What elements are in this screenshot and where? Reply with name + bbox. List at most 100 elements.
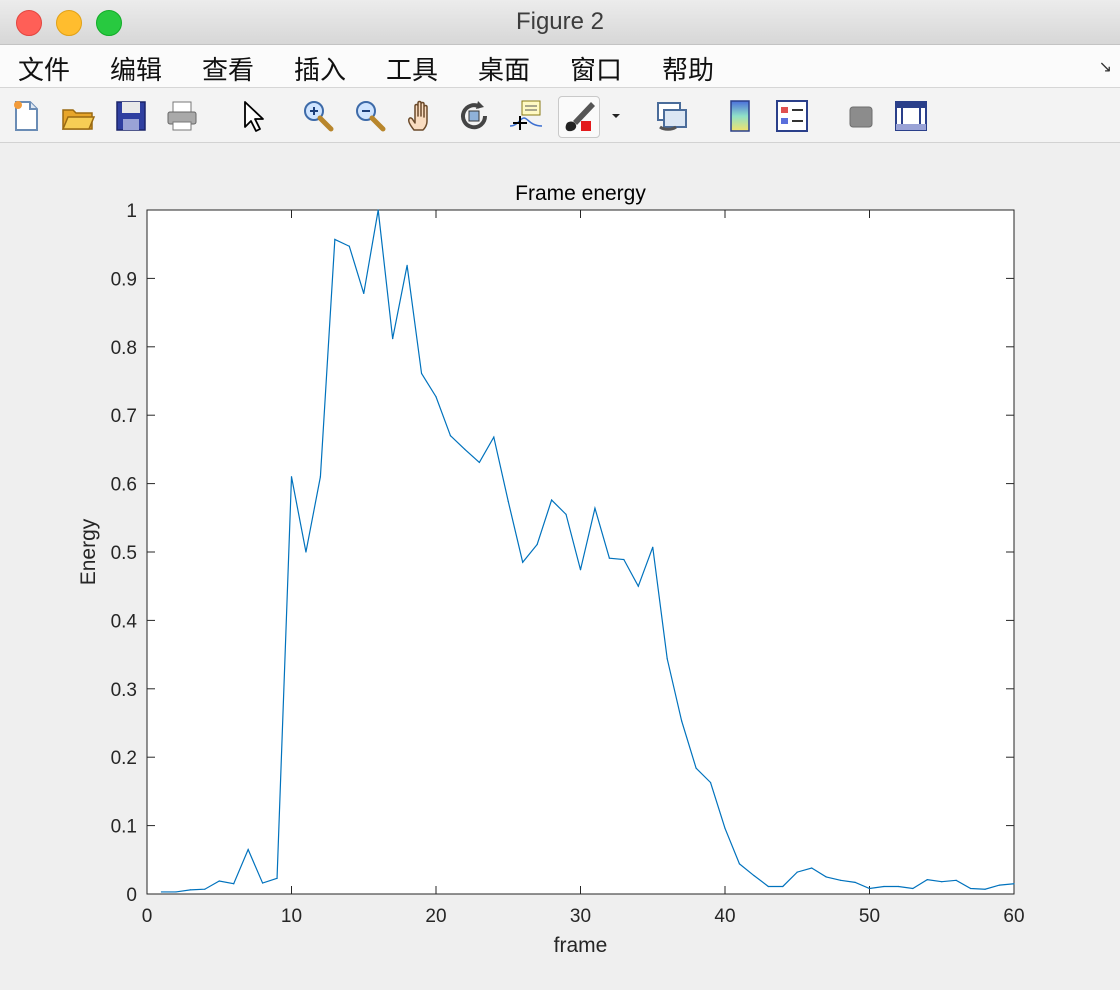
maximize-window-button[interactable] bbox=[96, 10, 122, 36]
series-line-energy bbox=[161, 209, 1015, 893]
data-point bbox=[709, 781, 712, 784]
colorbar-icon[interactable] bbox=[722, 98, 758, 134]
data-point bbox=[377, 209, 379, 211]
data-point bbox=[420, 372, 423, 375]
x-tick-label: 20 bbox=[425, 906, 446, 927]
data-point bbox=[276, 877, 278, 879]
data-point bbox=[738, 863, 741, 865]
plot-area bbox=[146, 209, 1015, 895]
data-point bbox=[681, 720, 683, 722]
data-point bbox=[796, 871, 798, 873]
data-point bbox=[536, 543, 538, 546]
brush-dropdown-arrow-icon[interactable] bbox=[608, 98, 624, 134]
title-bar[interactable]: Figure 2 bbox=[0, 0, 1120, 45]
data-point bbox=[623, 558, 625, 561]
data-cursor-icon[interactable] bbox=[508, 98, 544, 134]
data-point bbox=[262, 882, 264, 884]
data-point bbox=[189, 889, 191, 891]
data-point bbox=[897, 885, 900, 888]
menu-dock-arrow-icon[interactable]: ↘ bbox=[1098, 57, 1112, 76]
data-point bbox=[666, 658, 668, 660]
data-point bbox=[493, 436, 495, 438]
data-point bbox=[319, 476, 321, 478]
save-icon[interactable] bbox=[113, 98, 149, 134]
chart-title: Frame energy bbox=[515, 182, 646, 205]
y-tick-label: 0 bbox=[126, 885, 137, 906]
rotate-3d-icon[interactable] bbox=[456, 98, 492, 134]
brush-icon[interactable] bbox=[558, 96, 600, 138]
zoom-out-icon[interactable] bbox=[352, 98, 388, 134]
menu-bar: 文件 编辑 查看 插入 工具 桌面 窗口 帮助 ↘ bbox=[0, 45, 1120, 88]
x-tick-label: 0 bbox=[142, 906, 153, 927]
y-tick-label: 0.4 bbox=[111, 611, 138, 632]
pan-icon[interactable] bbox=[404, 98, 440, 134]
data-point bbox=[724, 827, 726, 829]
data-point bbox=[247, 848, 249, 851]
data-point bbox=[767, 885, 769, 888]
figure-canvas: 0 10 20 30 40 50 60 0 0.1 0.2 0.3 0.4 0.5 0.6 0.7 0.8 0.… bbox=[0, 143, 1120, 990]
menu-help[interactable]: 帮助 bbox=[662, 56, 715, 86]
data-point bbox=[825, 876, 827, 878]
menu-view[interactable]: 查看 bbox=[202, 56, 255, 86]
data-point bbox=[970, 887, 972, 890]
data-point bbox=[840, 879, 842, 881]
data-point bbox=[854, 881, 856, 883]
y-tick-label: 0.6 bbox=[111, 475, 137, 496]
data-point bbox=[204, 888, 206, 890]
data-point bbox=[594, 507, 596, 509]
data-point bbox=[608, 557, 611, 559]
minimize-window-button[interactable] bbox=[56, 10, 82, 36]
data-point bbox=[392, 337, 394, 340]
menu-insert[interactable]: 插入 bbox=[294, 56, 347, 86]
data-point bbox=[883, 885, 885, 888]
y-tick-label: 0.3 bbox=[111, 680, 137, 701]
link-plot-icon[interactable] bbox=[654, 98, 690, 134]
menu-edit[interactable]: 编辑 bbox=[110, 56, 163, 86]
data-point bbox=[290, 476, 293, 478]
data-point bbox=[753, 874, 755, 877]
data-point bbox=[926, 879, 928, 881]
data-point bbox=[233, 883, 235, 885]
data-point bbox=[175, 891, 177, 893]
data-point bbox=[565, 513, 567, 515]
x-tick-label: 40 bbox=[714, 906, 735, 927]
data-point bbox=[579, 569, 582, 571]
data-point bbox=[912, 887, 914, 890]
close-window-button[interactable] bbox=[16, 10, 42, 36]
y-tick-label: 0.7 bbox=[111, 406, 137, 427]
data-point bbox=[868, 887, 871, 890]
data-point bbox=[507, 500, 509, 502]
menu-desktop[interactable]: 桌面 bbox=[478, 56, 531, 86]
x-tick-label: 30 bbox=[570, 906, 591, 927]
data-point bbox=[551, 499, 553, 501]
data-point bbox=[160, 891, 163, 893]
pointer-icon[interactable] bbox=[236, 98, 272, 134]
hide-plot-tools-icon[interactable] bbox=[843, 98, 879, 134]
data-point bbox=[998, 884, 1001, 886]
data-point bbox=[449, 435, 452, 437]
data-point bbox=[695, 767, 697, 769]
y-tick-label: 1 bbox=[126, 201, 137, 222]
data-point bbox=[334, 238, 336, 241]
menu-window[interactable]: 窗口 bbox=[570, 56, 623, 86]
open-file-icon[interactable] bbox=[60, 98, 96, 134]
menu-file[interactable]: 文件 bbox=[18, 56, 71, 86]
zoom-in-icon[interactable] bbox=[300, 98, 336, 134]
show-plot-tools-icon[interactable] bbox=[893, 98, 929, 134]
data-point bbox=[782, 885, 784, 888]
x-axis-label: frame bbox=[554, 934, 608, 957]
x-tick-label: 60 bbox=[1003, 906, 1024, 927]
legend-icon[interactable] bbox=[774, 98, 810, 134]
data-point bbox=[955, 879, 957, 881]
menu-tools[interactable]: 工具 bbox=[386, 56, 439, 86]
y-tick-label: 0.9 bbox=[111, 269, 137, 290]
y-tick-label: 0.1 bbox=[111, 817, 137, 838]
x-tick-label: 50 bbox=[859, 906, 880, 927]
data-point bbox=[464, 448, 466, 450]
new-figure-icon[interactable] bbox=[8, 98, 44, 134]
data-point bbox=[478, 461, 480, 463]
print-icon[interactable] bbox=[164, 98, 200, 134]
data-point bbox=[984, 888, 986, 890]
data-point bbox=[348, 245, 350, 247]
